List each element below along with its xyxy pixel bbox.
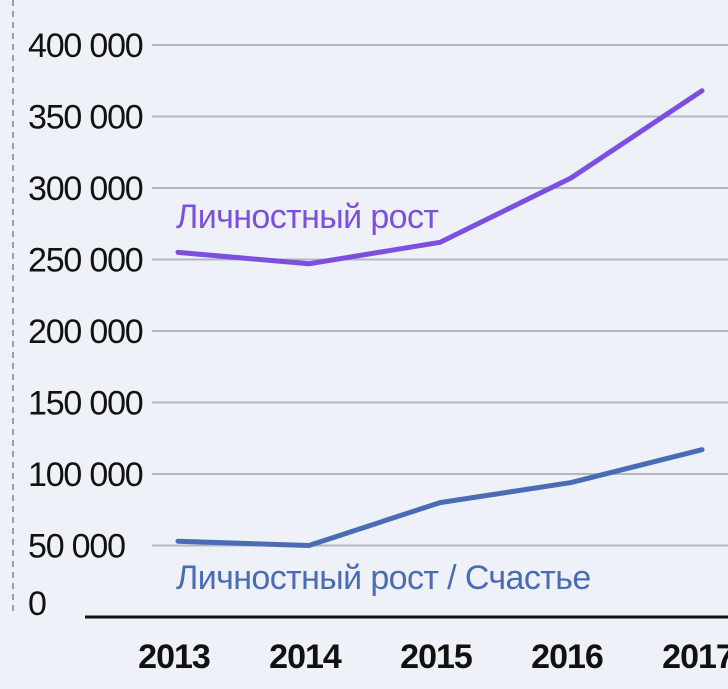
x-tick-label: 2016	[531, 638, 603, 676]
y-tick-label: 200 000	[28, 313, 143, 351]
y-tick-label: 150 000	[28, 385, 143, 423]
series-lines	[175, 88, 705, 548]
series-line-0	[175, 88, 705, 267]
gridlines	[152, 44, 728, 547]
y-tick-label: 0	[28, 585, 46, 623]
x-tick-label: 2015	[400, 638, 472, 676]
y-tick-label: 50 000	[28, 528, 125, 566]
x-tick-label: 2013	[138, 638, 210, 676]
series-label-personal-growth: Личностный рост	[176, 198, 438, 236]
x-tick-label: 2014	[269, 638, 342, 676]
series-line-1	[175, 447, 705, 548]
x-axis-tick-labels: 2013 2014 2015 2016 2017	[138, 638, 728, 676]
series-label-personal-growth-happiness: Личностный рост / Счастье	[176, 559, 591, 597]
y-tick-label: 250 000	[28, 242, 143, 280]
x-tick-label: 2017	[662, 638, 728, 676]
y-tick-label: 300 000	[28, 170, 143, 208]
y-tick-label: 400 000	[28, 27, 143, 65]
y-tick-label: 350 000	[28, 99, 143, 137]
y-axis-tick-labels: 0 50 000 100 000 150 000 200 000 250 000 300 0…	[28, 27, 144, 623]
y-tick-label: 100 000	[28, 456, 143, 494]
